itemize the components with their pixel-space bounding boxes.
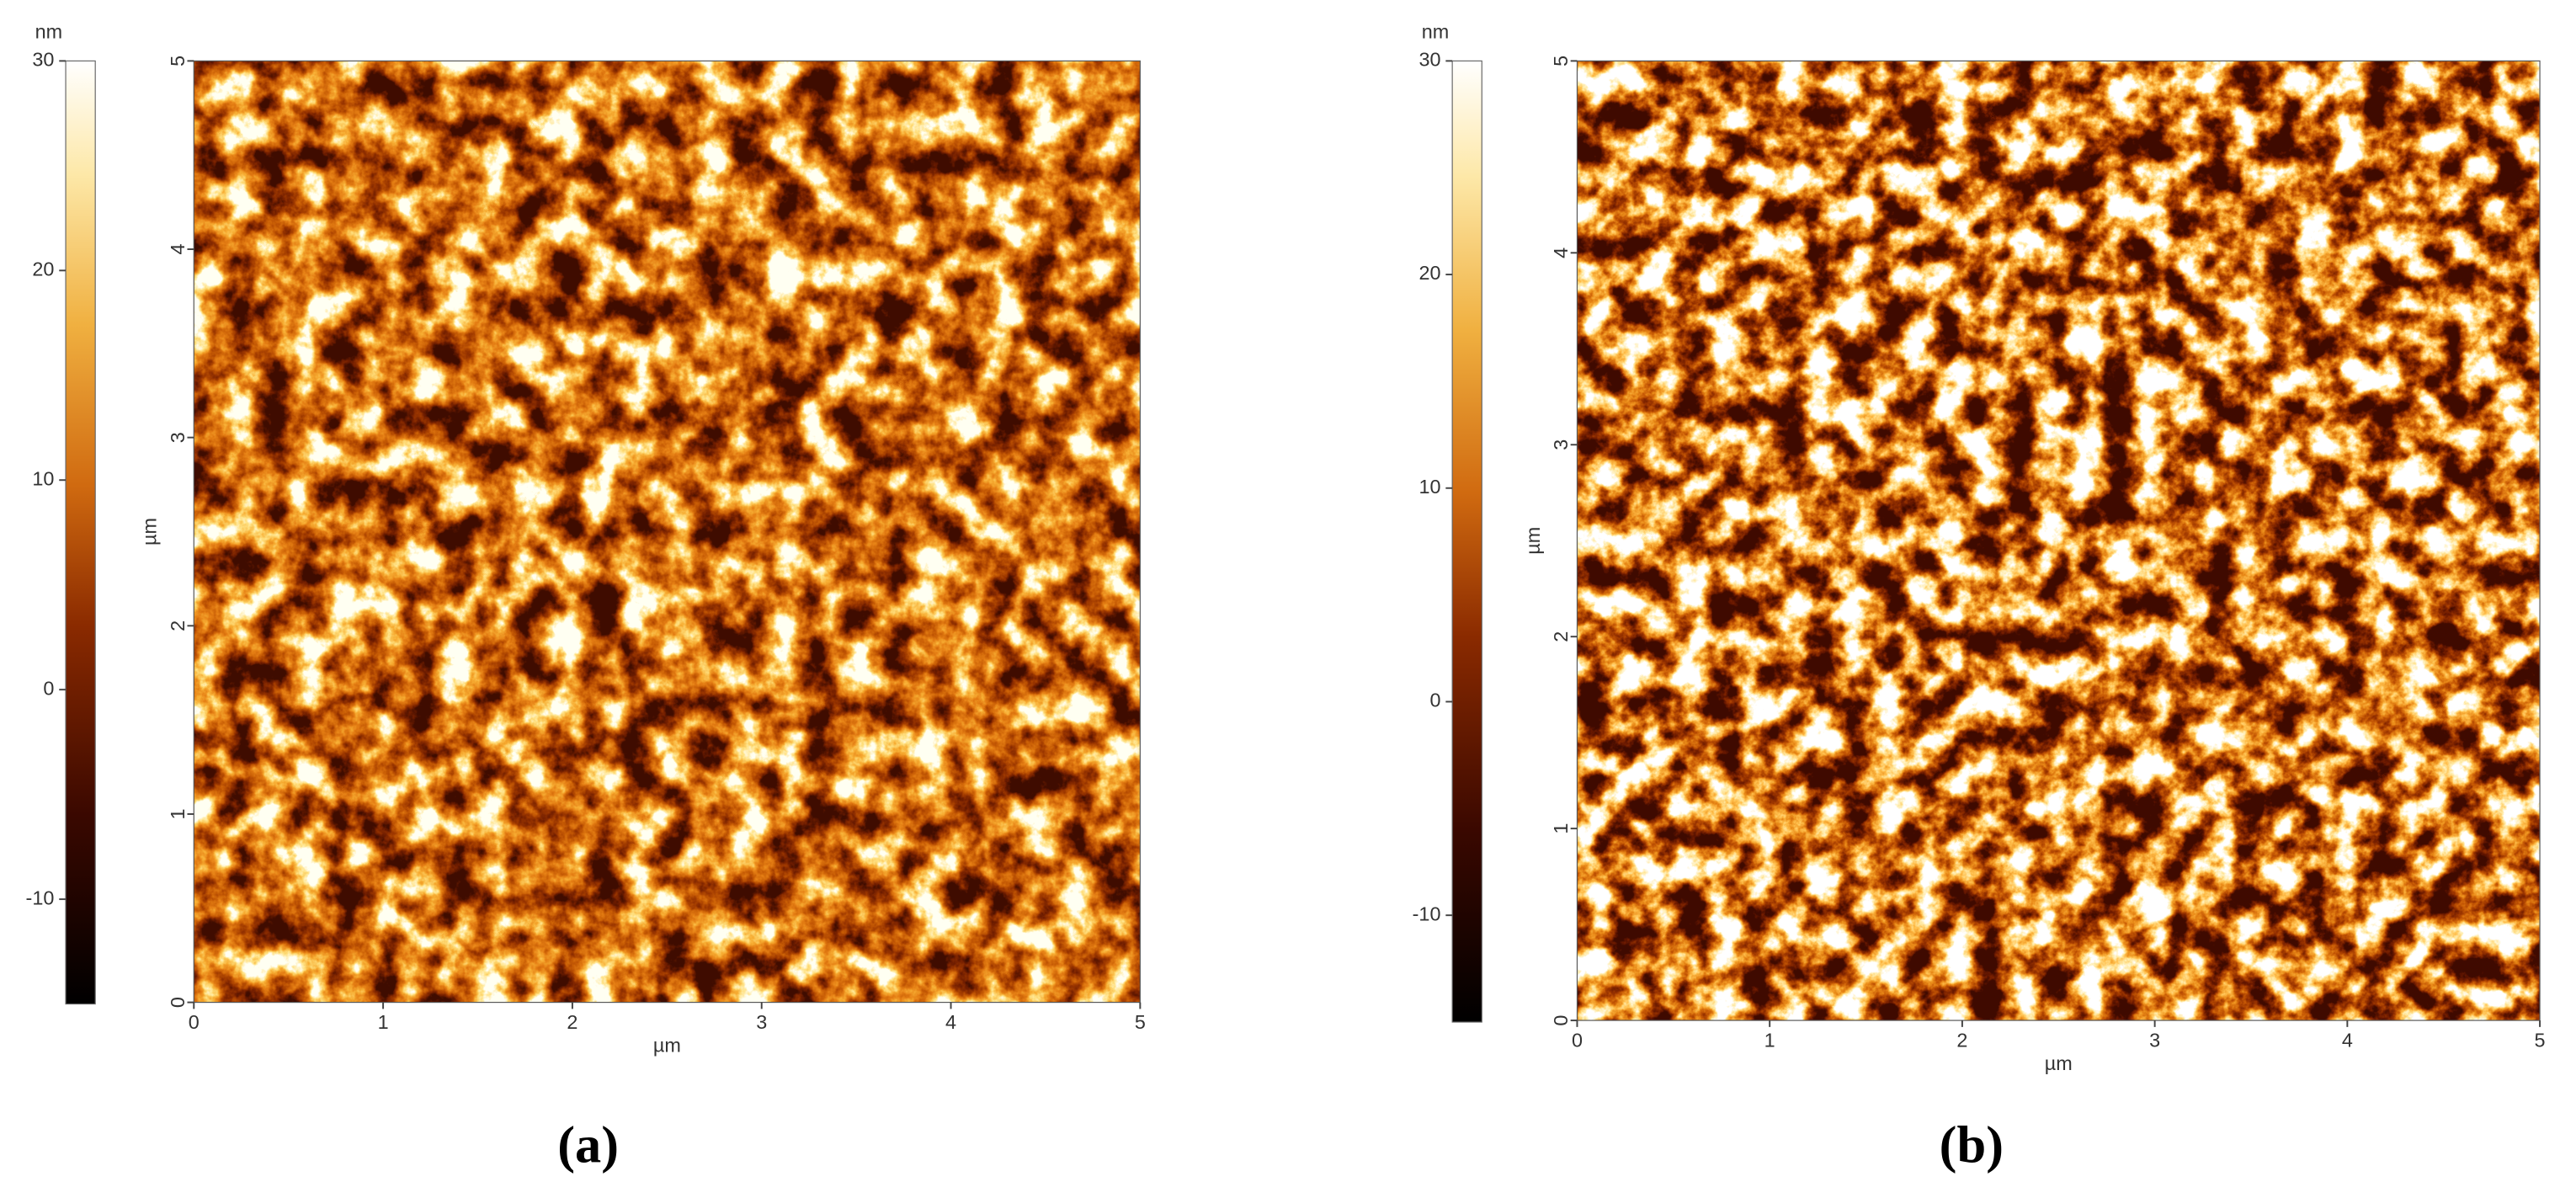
x-tick-label: 4 [945,1011,956,1033]
y-tick-label: 5 [1550,56,1572,67]
colorbar-tick-label: 20 [32,258,54,280]
x-tick-label: 1 [378,1011,389,1033]
image-frame [1576,60,2541,1021]
y-tick-label: 3 [167,432,189,443]
x-tick-label: 5 [2535,1030,2546,1052]
colorbar-tick-label: 0 [1429,690,1440,711]
colorbar-tick-label: 0 [43,677,54,699]
y-tick-label: 0 [1550,1015,1572,1026]
colorbar-unit: nm [35,20,63,42]
y-tick-label: 4 [1550,248,1572,258]
x-tick-label: 0 [189,1011,200,1033]
y-tick-label: 3 [1550,439,1572,450]
colorbar-tick-label: 10 [32,467,54,489]
colorbar-tick-label: -10 [1413,902,1441,924]
y-tick-label: 1 [167,808,189,819]
afm-height-map [194,61,1141,1003]
x-tick-label: 2 [567,1011,577,1033]
y-tick-label: 5 [167,56,189,67]
y-tick-label: 2 [1550,631,1572,642]
x-tick-label: 5 [1135,1011,1146,1033]
panel-label: (b) [1940,1115,2004,1174]
y-axis-label: µm [139,518,161,546]
x-tick-label: 1 [1764,1030,1775,1052]
y-tick-label: 2 [167,620,189,631]
y-tick-label: 4 [167,244,189,255]
y-axis-label: µm [1522,527,1544,555]
x-tick-label: 2 [1956,1030,1967,1052]
colorbar [1451,60,1482,1023]
colorbar-tick-label: 30 [1418,49,1440,71]
x-tick-label: 3 [756,1011,767,1033]
colorbar-unit: nm [1422,20,1450,42]
colorbar-tick-label: 30 [32,49,54,71]
image-frame [193,60,1141,1004]
y-tick-label: 1 [1550,823,1572,834]
afm-height-map [1577,61,2541,1021]
y-tick-label: 0 [167,997,189,1008]
x-axis-label: µm [2045,1052,2073,1074]
colorbar [65,60,96,1005]
colorbar-tick-label: 10 [1418,476,1440,498]
panel-label: (a) [557,1115,619,1174]
colorbar-tick-label: 20 [1418,262,1440,284]
colorbar-tick-label: -10 [26,887,55,908]
x-tick-label: 3 [2149,1030,2160,1052]
x-tick-label: 0 [1572,1030,1583,1052]
x-axis-label: µm [653,1034,681,1056]
x-tick-label: 4 [2342,1030,2353,1052]
